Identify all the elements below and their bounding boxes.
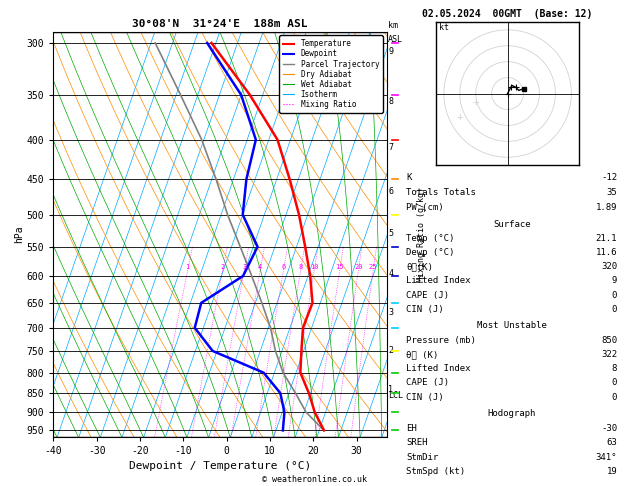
Text: 1.89: 1.89 [596, 203, 617, 212]
Text: 341°: 341° [596, 452, 617, 462]
Text: 0: 0 [612, 291, 617, 300]
Text: LCL: LCL [388, 391, 403, 400]
Text: Hodograph: Hodograph [487, 410, 536, 418]
Text: 1: 1 [186, 264, 190, 270]
X-axis label: Dewpoint / Temperature (°C): Dewpoint / Temperature (°C) [129, 461, 311, 470]
Text: StmDir: StmDir [406, 452, 438, 462]
Text: 21.1: 21.1 [596, 234, 617, 243]
Text: θᴄ (K): θᴄ (K) [406, 350, 438, 359]
Text: Mixing Ratio (g/kg): Mixing Ratio (g/kg) [417, 187, 426, 282]
Text: 3: 3 [388, 308, 393, 317]
Text: 4: 4 [258, 264, 262, 270]
Text: 8: 8 [388, 97, 393, 106]
Text: EH: EH [406, 424, 417, 433]
Text: km: km [388, 21, 398, 30]
Text: 2: 2 [221, 264, 225, 270]
Legend: Temperature, Dewpoint, Parcel Trajectory, Dry Adiabat, Wet Adiabat, Isotherm, Mi: Temperature, Dewpoint, Parcel Trajectory… [279, 35, 383, 113]
Text: 9: 9 [612, 277, 617, 285]
Text: +: + [472, 97, 479, 106]
Text: 9: 9 [388, 47, 393, 56]
Text: CAPE (J): CAPE (J) [406, 291, 449, 300]
Text: 10: 10 [310, 264, 318, 270]
Text: kt: kt [439, 23, 449, 32]
Text: θᴄ(K): θᴄ(K) [406, 262, 433, 271]
Text: 0: 0 [612, 305, 617, 314]
Text: StmSpd (kt): StmSpd (kt) [406, 467, 465, 476]
Text: 4: 4 [388, 269, 393, 278]
Text: 8: 8 [299, 264, 303, 270]
Text: 2: 2 [388, 347, 393, 355]
Text: CIN (J): CIN (J) [406, 305, 444, 314]
Text: 15: 15 [335, 264, 344, 270]
Text: Dewp (°C): Dewp (°C) [406, 248, 455, 257]
Text: 3: 3 [242, 264, 247, 270]
Text: CIN (J): CIN (J) [406, 393, 444, 402]
Text: 8: 8 [612, 364, 617, 373]
Text: © weatheronline.co.uk: © weatheronline.co.uk [262, 474, 367, 484]
Text: 320: 320 [601, 262, 617, 271]
Text: 30°08'N  31°24'E  188m ASL: 30°08'N 31°24'E 188m ASL [132, 19, 308, 29]
Text: 6: 6 [388, 187, 393, 196]
Text: +: + [457, 112, 463, 122]
Text: 1: 1 [388, 384, 393, 394]
Text: 322: 322 [601, 350, 617, 359]
Text: 7: 7 [388, 143, 393, 153]
Text: Most Unstable: Most Unstable [477, 321, 547, 330]
Text: Lifted Index: Lifted Index [406, 277, 470, 285]
Text: 35: 35 [606, 188, 617, 197]
Text: CAPE (J): CAPE (J) [406, 379, 449, 387]
Text: 19: 19 [606, 467, 617, 476]
Text: 20: 20 [354, 264, 363, 270]
Text: K: K [406, 173, 411, 182]
Text: 850: 850 [601, 336, 617, 345]
Text: 0: 0 [612, 393, 617, 402]
Text: Temp (°C): Temp (°C) [406, 234, 455, 243]
Text: PW (cm): PW (cm) [406, 203, 444, 212]
Text: 02.05.2024  00GMT  (Base: 12): 02.05.2024 00GMT (Base: 12) [423, 9, 593, 19]
Text: Pressure (mb): Pressure (mb) [406, 336, 476, 345]
Text: 63: 63 [606, 438, 617, 447]
Text: 5: 5 [388, 229, 393, 238]
Text: 6: 6 [281, 264, 286, 270]
Text: SREH: SREH [406, 438, 428, 447]
Text: -12: -12 [601, 173, 617, 182]
Text: Surface: Surface [493, 220, 530, 229]
Y-axis label: hPa: hPa [14, 226, 24, 243]
Text: -30: -30 [601, 424, 617, 433]
Text: 11.6: 11.6 [596, 248, 617, 257]
Text: Lifted Index: Lifted Index [406, 364, 470, 373]
Text: ASL: ASL [388, 35, 403, 44]
Text: Totals Totals: Totals Totals [406, 188, 476, 197]
Text: 0: 0 [612, 379, 617, 387]
Text: 25: 25 [369, 264, 377, 270]
